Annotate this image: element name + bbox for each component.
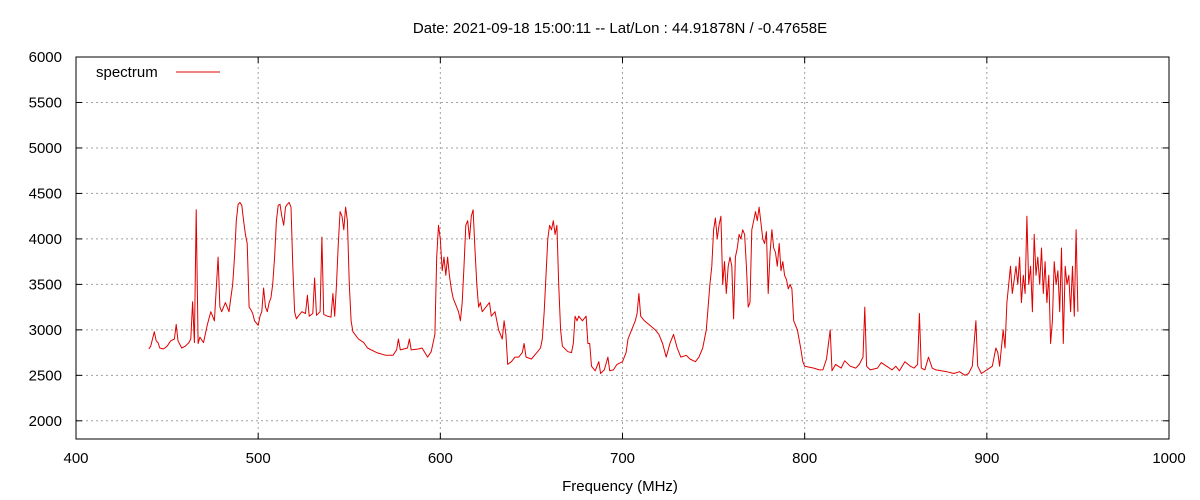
series-line-spectrum (148, 202, 1079, 376)
x-tick-label: 1000 (1152, 450, 1185, 467)
x-tick-label: 800 (792, 450, 817, 467)
y-tick-label: 6000 (29, 49, 62, 66)
legend-label-spectrum: spectrum (96, 64, 158, 81)
grid-lines (76, 57, 1169, 439)
y-tick-label: 5000 (29, 140, 62, 157)
axis-ticks (75, 56, 1170, 439)
legend: spectrum (96, 64, 220, 81)
tick-labels: 400 500 600 700 800 900 1000 2000 2500 3000 3500 40… (29, 49, 1186, 467)
x-tick-label: 900 (974, 450, 999, 467)
y-tick-label: 2000 (29, 413, 62, 430)
y-tick-label: 5500 (29, 94, 62, 111)
x-tick-label: 700 (610, 450, 635, 467)
y-tick-label: 4500 (29, 185, 62, 202)
y-tick-label: 3000 (29, 322, 62, 339)
y-tick-label: 3500 (29, 276, 62, 293)
y-tick-label: 2500 (29, 367, 62, 384)
x-axis-title: Frequency (MHz) (562, 478, 678, 495)
x-tick-label: 500 (246, 450, 271, 467)
chart-title: Date: 2021-09-18 15:00:11 -- Lat/Lon : 4… (413, 20, 827, 37)
x-tick-label: 600 (428, 450, 453, 467)
x-tick-label: 400 (63, 450, 88, 467)
y-tick-label: 4000 (29, 231, 62, 248)
